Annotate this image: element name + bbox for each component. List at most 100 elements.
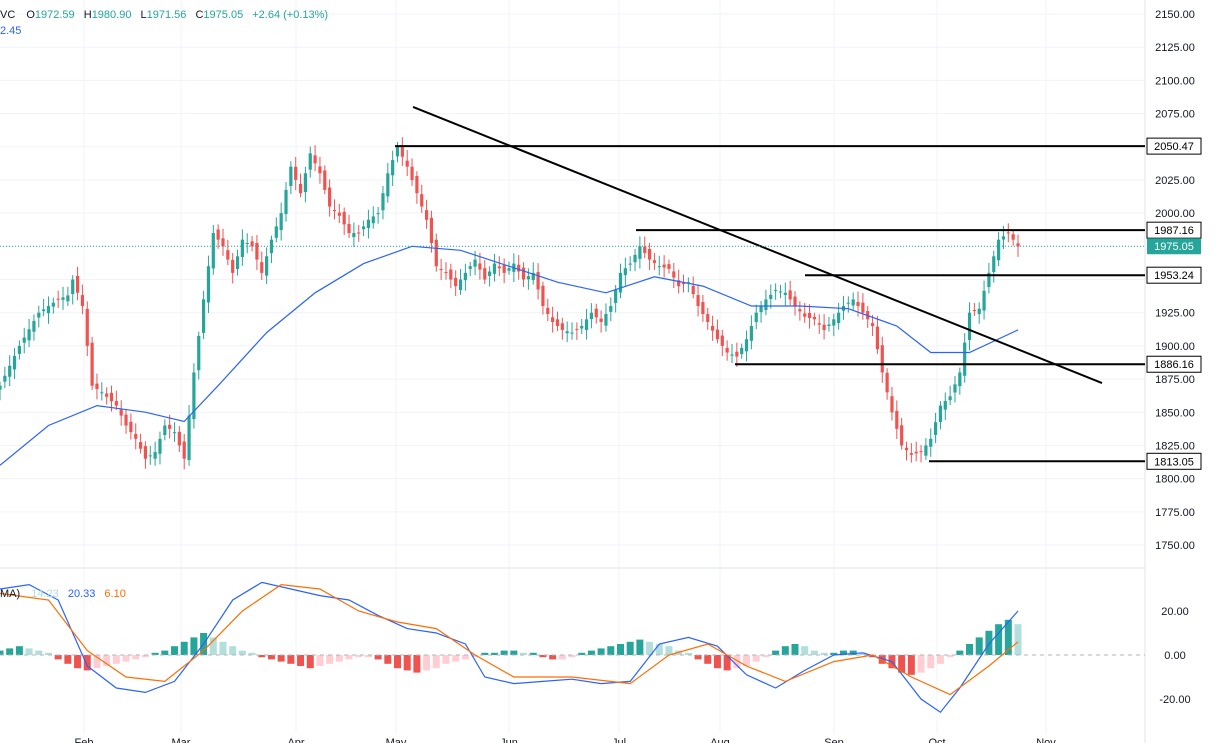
macd-histogram-bar — [636, 639, 644, 655]
candle-body — [279, 213, 283, 231]
candle-body — [497, 266, 501, 269]
candle-body — [3, 375, 7, 382]
macd-histogram-bar — [655, 644, 663, 655]
macd-histogram-bar — [529, 652, 537, 655]
close-label: C — [195, 9, 203, 21]
candle-body — [80, 295, 85, 307]
macd-axis[interactable]: 20.00 0.00 -20.00 — [1159, 606, 1190, 706]
macd-histogram-bar — [772, 650, 780, 655]
candle-body — [206, 266, 211, 303]
candle-body — [774, 290, 778, 292]
candle-body — [347, 223, 351, 234]
candle-body — [463, 272, 467, 281]
candle-body — [507, 268, 511, 271]
candle-body — [177, 431, 181, 446]
macd-histogram-bar — [413, 655, 421, 673]
macd-histogram-bar — [6, 648, 14, 655]
macd-histogram-bar — [820, 652, 828, 655]
macd-histogram-bar — [995, 624, 1003, 655]
macd-histogram-bar — [500, 650, 508, 655]
macd-histogram-bar — [112, 655, 120, 664]
macd-histogram-bar — [490, 652, 498, 655]
macd-histogram-bar — [141, 655, 149, 658]
macd-histogram-bar — [704, 655, 712, 664]
candle-body — [381, 193, 385, 211]
macd-histogram-bar — [791, 644, 799, 655]
macd-histogram-bar — [83, 655, 91, 671]
macd-histogram-bar — [578, 652, 586, 655]
level-tag-text: 1987.16 — [1154, 225, 1194, 237]
candle-body — [274, 226, 278, 238]
candle-body — [885, 372, 889, 393]
last-price-tag-text: 1975.05 — [1154, 241, 1194, 253]
change-value: +2.64 (+0.13%) — [252, 9, 328, 21]
macd-histogram-bar — [558, 655, 566, 660]
candle-body — [715, 329, 720, 340]
candle-body — [468, 266, 472, 269]
macd-histogram-bar — [452, 655, 460, 662]
macd-histogram-bar — [810, 650, 818, 655]
candle-body — [148, 455, 152, 457]
last-price-tag: 1975.05 — [1147, 238, 1201, 255]
candle-body — [594, 308, 598, 318]
candle-body — [424, 210, 429, 220]
candle-body — [22, 337, 26, 343]
candle-body — [638, 246, 642, 259]
candle-body — [492, 263, 497, 274]
candle-body — [240, 239, 244, 257]
candle-body — [997, 239, 1001, 261]
macd-histogram-bar — [238, 650, 246, 655]
candle-body — [109, 392, 114, 402]
candle-body — [95, 383, 99, 390]
candle-body — [289, 166, 293, 186]
candle-body — [458, 279, 463, 290]
macd-histogram-bar — [781, 646, 789, 655]
time-tick-label: Jul — [612, 737, 626, 743]
macd-histogram-bar — [461, 655, 469, 660]
candle-body — [963, 342, 967, 376]
candle-body — [420, 194, 424, 207]
time-tick-label: Oct — [928, 737, 945, 743]
candle-body — [880, 345, 884, 373]
macd-histogram-bar — [432, 655, 440, 669]
macd-histogram-bar — [684, 652, 692, 655]
macd-histogram-bar — [326, 655, 334, 664]
macd-histogram-bar — [306, 655, 314, 669]
candle-body — [192, 372, 196, 420]
candle-body — [919, 451, 923, 453]
candle-body — [672, 271, 676, 278]
macd-tick-label: -20.00 — [1159, 694, 1190, 706]
candle-body — [943, 400, 947, 410]
macd-histogram-bar — [180, 641, 188, 655]
macd-histogram-bar — [762, 655, 770, 658]
candle-body — [318, 166, 322, 174]
macd-histogram-bar — [898, 655, 906, 673]
candle-body — [187, 415, 191, 460]
candle-body — [822, 324, 826, 330]
time-axis[interactable]: Feb Mar Apr May Jun Jul Aug Sep Oct Nov — [75, 737, 1057, 743]
candle-body — [788, 290, 792, 300]
macd-histogram-bar — [423, 655, 431, 671]
candle-body — [1001, 236, 1006, 240]
candle-body — [284, 189, 288, 215]
candle-body — [454, 277, 458, 287]
horizontal-levels[interactable] — [395, 145, 1145, 463]
candle-body — [517, 264, 521, 272]
price-tick-label: 1825.00 — [1155, 440, 1195, 452]
candle-body — [298, 183, 303, 194]
macd-line — [0, 581, 1019, 714]
level-tag-text: 1813.05 — [1154, 456, 1194, 468]
candle-body — [904, 447, 909, 451]
level-tag-box — [1146, 137, 1202, 155]
candle-body — [308, 153, 312, 170]
candles — [0, 137, 1020, 470]
descending-trendline[interactable] — [412, 105, 1103, 384]
macd-histogram-bar — [374, 655, 382, 660]
candle-body — [754, 312, 758, 323]
macd-histogram-bar — [74, 655, 82, 669]
candle-body — [662, 264, 666, 268]
macd-histogram-bar — [267, 655, 275, 660]
candle-body — [119, 409, 123, 416]
candle-body — [400, 145, 404, 157]
